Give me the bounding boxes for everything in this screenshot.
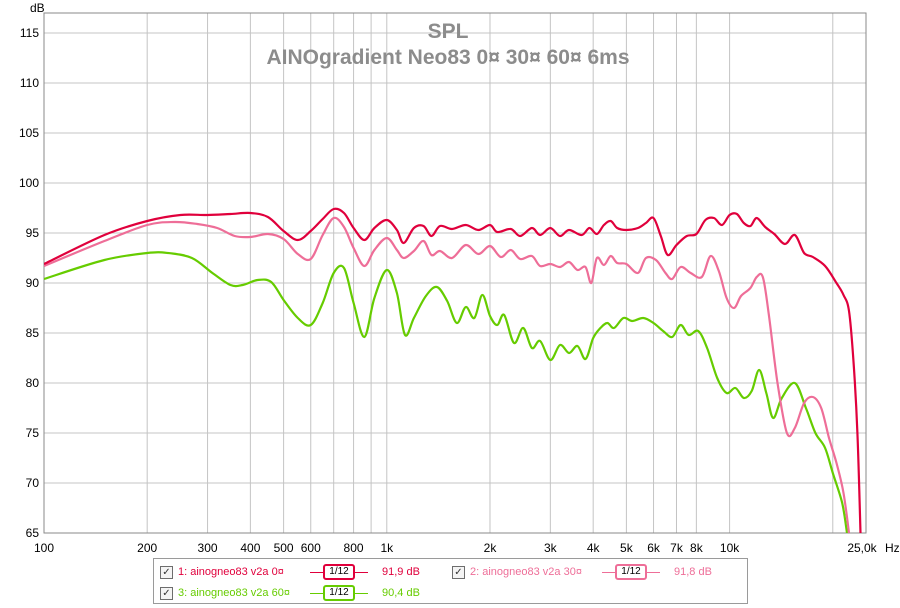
chart-subtitle: AINOgradient Neo83 0¤ 30¤ 60¤ 6ms (266, 46, 629, 69)
x-tick-label: 5k (620, 541, 634, 555)
x-tick-label: 10k (720, 541, 740, 555)
x-tick-label: 100 (34, 541, 54, 555)
x-tick-label: 4k (587, 541, 601, 555)
series-2-checkbox[interactable]: ✓ (452, 565, 465, 579)
y-unit-label: dB (30, 1, 45, 15)
y-tick-label: 85 (26, 326, 40, 340)
series-2-smoothing-control[interactable]: 1/12 (602, 564, 660, 580)
x-tick-label: 6k (647, 541, 661, 555)
y-tick-label: 70 (26, 476, 40, 490)
legend-item-series-2: ✓ 2: ainogneo83 v2a 30¤ 1/12 91,8 dB (452, 562, 712, 582)
chart-title: SPL (428, 20, 469, 43)
y-tick-label: 95 (26, 226, 40, 240)
plot-frame (43, 12, 867, 534)
legend-series-1-label: 1: ainogneo83 v2a 0¤ (178, 566, 284, 578)
series-3-line (44, 251, 849, 533)
y-tick-label: 110 (20, 76, 39, 90)
series-3-level: 90,4 dB (382, 587, 420, 599)
legend-item-series-1: ✓ 1: ainogneo83 v2a 0¤ 1/12 91,9 dB (160, 562, 420, 582)
y-tick-label: 65 (26, 526, 40, 540)
legend-item-series-3: ✓ 3: ainogneo83 v2a 60¤ 1/12 90,4 dB (160, 583, 420, 603)
legend-series-2-label: 2: ainogneo83 v2a 30¤ (470, 566, 582, 578)
x-tick-label: 2k (484, 541, 498, 555)
x-tick-label: 25,0k (847, 541, 877, 555)
series-3-smoothing-control[interactable]: 1/12 (310, 585, 368, 601)
y-tick-label: 90 (26, 276, 40, 290)
y-tick-label: 80 (26, 376, 40, 390)
series-2-level: 91,8 dB (674, 566, 712, 578)
series-3-smoothing-value: 1/12 (323, 585, 355, 601)
legend: ✓ 1: ainogneo83 v2a 0¤ 1/12 91,9 dB ✓ 2:… (153, 558, 748, 604)
x-tick-label: 3k (544, 541, 558, 555)
x-unit-label: Hz (885, 541, 900, 555)
x-tick-label: 800 (344, 541, 364, 555)
series-1-checkbox[interactable]: ✓ (160, 565, 173, 579)
series-1-smoothing-control[interactable]: 1/12 (310, 564, 368, 580)
tick-labels: 65 70 75 80 85 90 95 100 105 110 115 100 200 300 400 50… (19, 26, 878, 555)
y-tick-label: 105 (19, 126, 39, 140)
x-tick-label: 600 (301, 541, 321, 555)
series-3-checkbox[interactable]: ✓ (160, 586, 173, 600)
x-tick-label: 200 (137, 541, 157, 555)
y-tick-label: 75 (26, 426, 40, 440)
x-tick-label: 400 (240, 541, 260, 555)
grid (43, 13, 867, 534)
series-2-line (44, 216, 851, 533)
legend-series-3-label: 3: ainogneo83 v2a 60¤ (178, 587, 290, 599)
series-1-smoothing-value: 1/12 (323, 564, 355, 580)
x-tick-label: 1k (380, 541, 394, 555)
series-lines (44, 207, 862, 533)
x-tick-label: 7k (670, 541, 684, 555)
x-tick-label: 300 (198, 541, 218, 555)
x-tick-label: 500 (274, 541, 294, 555)
series-2-smoothing-value: 1/12 (615, 564, 647, 580)
series-1-level: 91,9 dB (382, 566, 420, 578)
y-tick-label: 100 (19, 176, 39, 190)
series-1-line (44, 207, 862, 533)
x-tick-label: 8k (690, 541, 704, 555)
y-tick-label: 115 (20, 26, 39, 40)
